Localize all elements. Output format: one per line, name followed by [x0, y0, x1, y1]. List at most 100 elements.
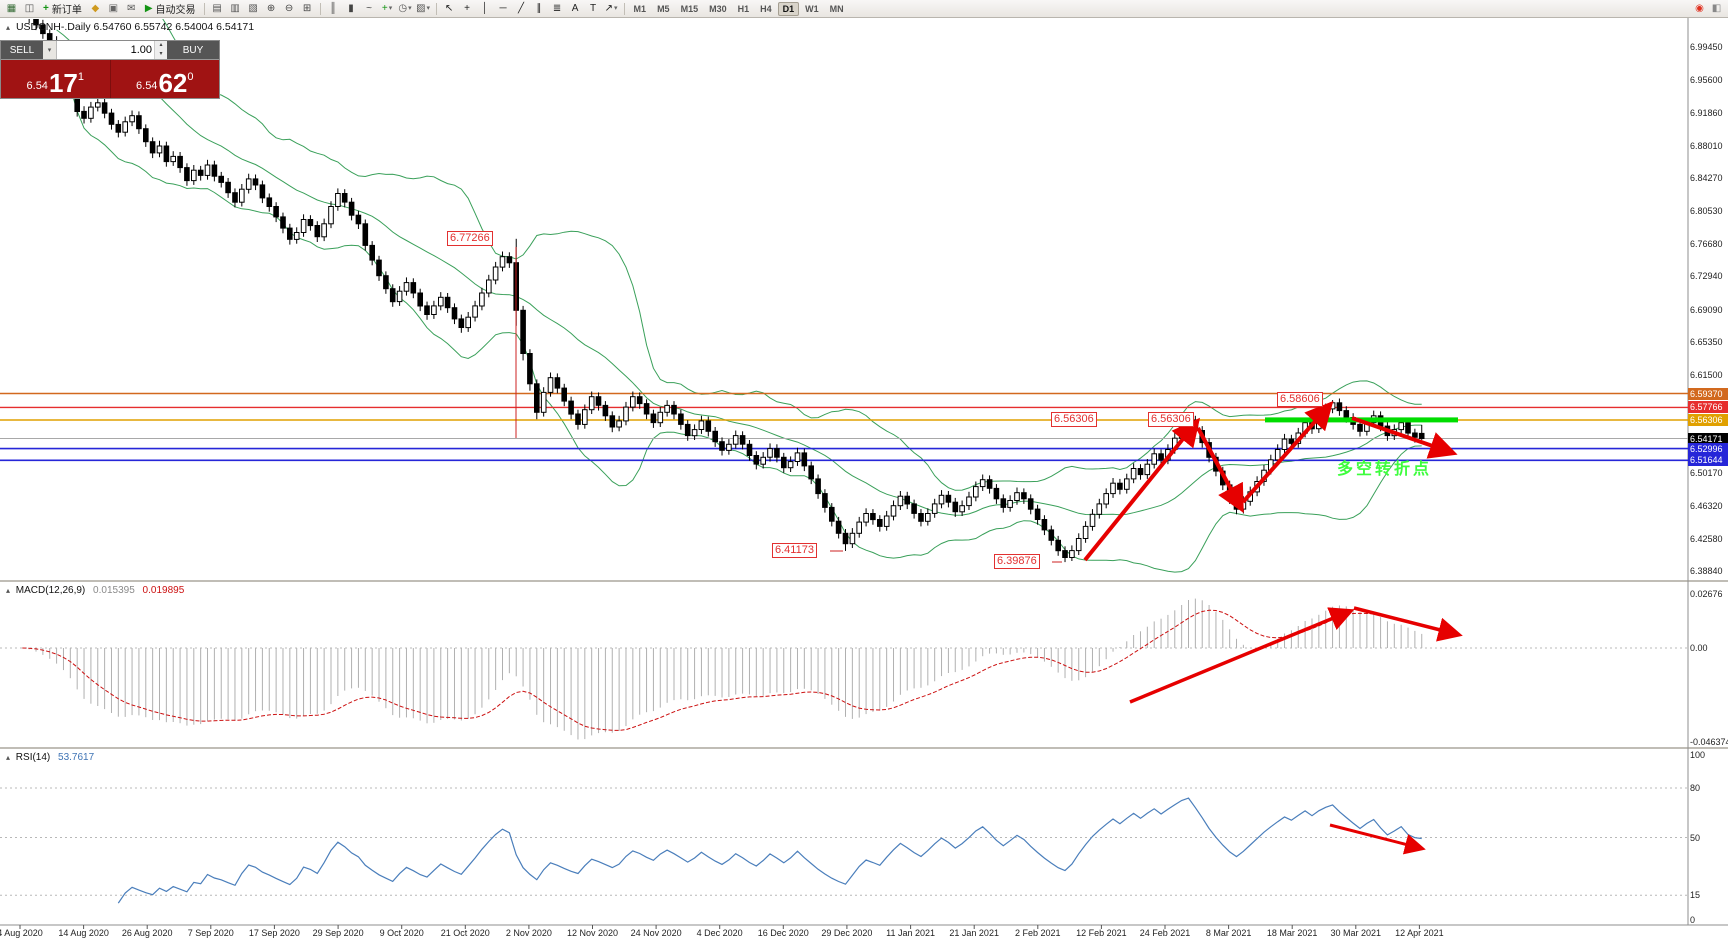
- zoom-out-icon[interactable]: ⊖: [284, 3, 294, 14]
- bid-big-figure: 17: [48, 68, 78, 98]
- price-axis-label: 6.50170: [1690, 468, 1723, 479]
- arrows-tool-icon[interactable]: ↗ ▾: [604, 3, 618, 14]
- alerts-icon[interactable]: ◆: [91, 3, 100, 14]
- price-callout: 6.39876: [994, 554, 1040, 569]
- price-axis-label: 6.38840: [1690, 566, 1723, 576]
- price-axis-label: 6.80530: [1690, 205, 1723, 216]
- stepper-down-icon[interactable]: ▾: [155, 50, 167, 59]
- autotrading-button[interactable]: ▶ 自动交易: [141, 1, 200, 16]
- buy-button[interactable]: BUY: [167, 41, 219, 59]
- ask-big-figure: 62: [158, 68, 188, 98]
- symbol-ohlc-text: USDCNH-.Daily 6.54760 6.55742 6.54004 6.…: [15, 21, 255, 33]
- price-callout: 6.56306: [1051, 412, 1097, 427]
- tile-windows-icon[interactable]: ⊞: [302, 3, 312, 14]
- stepper-up-icon[interactable]: ▴: [155, 41, 167, 50]
- volume-stepper[interactable]: ▴ ▾: [154, 41, 167, 59]
- trendline-icon[interactable]: ╱: [518, 3, 525, 14]
- time-axis-label: 4 Dec 2020: [696, 928, 743, 938]
- rsi-axis-label: 15: [1690, 890, 1701, 901]
- toolbar-separator: [203, 2, 205, 15]
- turning-point-annotation: 多空转折点: [1337, 461, 1433, 478]
- line-chart-icon[interactable]: ~: [366, 3, 372, 14]
- macd-title: MACD(12,26,9): [15, 585, 86, 596]
- time-axis-label: 2 Nov 2020: [505, 928, 552, 938]
- channel-icon[interactable]: ∥: [536, 3, 542, 14]
- chevron-down-icon: ▾: [388, 5, 393, 12]
- crosshair-icon[interactable]: +: [464, 3, 470, 14]
- candlestick-chart-icon[interactable]: ▮: [348, 3, 354, 14]
- navigator-icon[interactable]: ▥: [230, 3, 240, 14]
- ask-price-panel[interactable]: 6.54 62 0: [110, 60, 219, 98]
- macd-axis-label: 0.02676: [1690, 588, 1723, 599]
- time-axis-label: 4 Aug 2020: [0, 928, 43, 938]
- price-level-badge: 6.52996: [1688, 442, 1728, 455]
- macd-histogram: [28, 598, 1423, 740]
- volume-input[interactable]: [57, 41, 154, 59]
- price-axis-label: 6.88010: [1690, 140, 1723, 151]
- zoom-in-icon[interactable]: ⊕: [266, 3, 276, 14]
- text-icon[interactable]: A: [571, 3, 579, 14]
- one-click-trade-panel: SELL ▾ ▴ ▾ BUY 6.54 17 1 6.54 62 0: [0, 40, 220, 99]
- rsi-header: ▴ RSI(14) 53.7617: [6, 752, 94, 763]
- time-axis-ticks: [19, 925, 1420, 929]
- volume-dropdown-icon[interactable]: ▾: [43, 41, 57, 59]
- new-chart-icon[interactable]: ▦: [6, 3, 17, 14]
- indicators-icon[interactable]: + ▾: [381, 3, 393, 14]
- label-icon[interactable]: T: [589, 3, 597, 14]
- bid-price-panel[interactable]: 6.54 17 1: [1, 60, 111, 98]
- callout-pointers: [515, 247, 1062, 563]
- time-axis-label: 9 Oct 2020: [379, 928, 424, 938]
- time-axis-label: 12 Apr 2021: [1395, 928, 1444, 938]
- collapse-macd-icon[interactable]: ▴: [6, 586, 11, 595]
- fibonacci-icon[interactable]: ≣: [552, 3, 562, 14]
- new-order-button[interactable]: + 新订单: [39, 1, 86, 16]
- periods-icon[interactable]: ◷ ▾: [398, 3, 412, 14]
- sell-button[interactable]: SELL: [1, 41, 43, 59]
- price-axis-label: 6.84270: [1690, 173, 1723, 184]
- new-order-icon: +: [43, 3, 49, 14]
- trend-arrows[interactable]: [1083, 401, 1458, 562]
- macd-arrows[interactable]: [1129, 606, 1463, 704]
- rsi-arrows[interactable]: [1329, 823, 1426, 855]
- macd-pane: [0, 598, 1688, 740]
- price-level-badge: 6.59370: [1688, 387, 1728, 400]
- vertical-line-icon[interactable]: │: [481, 3, 489, 14]
- timeframe-M1[interactable]: M1: [633, 3, 647, 14]
- timeframe-H1[interactable]: H1: [737, 3, 750, 14]
- timeframe-MN[interactable]: MN: [829, 3, 844, 14]
- autotrading-button-label: 自动交易: [155, 5, 196, 16]
- bar-chart-icon[interactable]: ║: [329, 3, 337, 14]
- horizontal-line-icon[interactable]: ─: [499, 3, 507, 14]
- timeframe-H4[interactable]: H4: [760, 3, 772, 14]
- rsi-line: [117, 797, 1422, 904]
- timeframe-M5[interactable]: M5: [657, 3, 670, 14]
- rsi-pane: [0, 787, 1688, 904]
- toolbar-separator: [623, 2, 625, 15]
- horizontal-lines[interactable]: [0, 392, 1688, 462]
- templates-icon[interactable]: ▨ ▾: [416, 3, 431, 14]
- collapse-rsi-icon[interactable]: ▴: [6, 753, 11, 762]
- price-axis-label: 6.76680: [1690, 238, 1723, 249]
- toolbar-separator: [435, 2, 437, 15]
- cursor-icon[interactable]: ↖: [444, 3, 454, 14]
- time-axis-label: 8 Mar 2021: [1205, 928, 1252, 938]
- rsi-title: RSI(14): [15, 752, 51, 763]
- price-axis-label: 6.72940: [1690, 271, 1723, 282]
- window-icon[interactable]: ◧: [1711, 3, 1722, 14]
- timeframe-D1[interactable]: D1: [777, 1, 800, 16]
- data-window-icon[interactable]: ▤: [212, 3, 222, 14]
- mailbox-icon[interactable]: ✉: [127, 3, 136, 14]
- timeframe-W1[interactable]: W1: [805, 3, 819, 14]
- rsi-axis-label: 50: [1690, 832, 1701, 843]
- terminal-icon[interactable]: ▧: [248, 3, 258, 14]
- timeframe-M30[interactable]: M30: [709, 3, 727, 14]
- price-axis-label: 6.46320: [1690, 501, 1723, 512]
- profiles-icon[interactable]: ◫: [24, 3, 35, 14]
- market-watch-icon[interactable]: ▣: [108, 3, 119, 14]
- macd-signal-line: [22, 609, 1422, 731]
- collapse-pane-icon[interactable]: ▴: [6, 23, 11, 32]
- community-icon[interactable]: ◉: [1695, 3, 1704, 14]
- timeframe-M15[interactable]: M15: [680, 3, 699, 14]
- price-callout: 6.41173: [772, 543, 817, 558]
